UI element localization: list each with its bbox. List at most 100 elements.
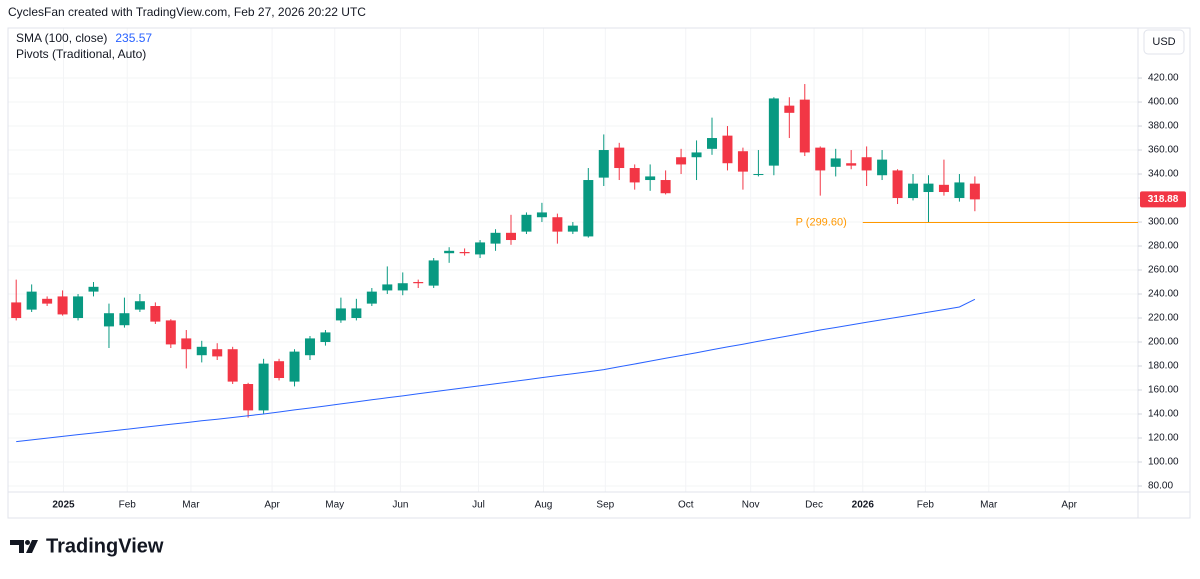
- x-tick-label: Aug: [535, 500, 553, 511]
- y-tick-label: 140.00: [1148, 409, 1179, 420]
- candle-body: [660, 180, 671, 194]
- pivot-label: P (299.60): [796, 216, 847, 228]
- candle-body: [73, 296, 84, 319]
- logo: TradingView: [10, 535, 164, 557]
- x-tick-label: Feb: [917, 500, 935, 511]
- candle-body: [598, 150, 609, 178]
- candle-body: [57, 296, 68, 315]
- sma-value: 235.57: [115, 31, 152, 45]
- y-tick-label: 380.00: [1148, 121, 1179, 132]
- candle-body: [212, 349, 223, 357]
- candle-body: [227, 349, 238, 382]
- pivots-legend: Pivots (Traditional, Auto): [16, 47, 146, 61]
- candle-body: [397, 283, 408, 291]
- candle-body: [969, 183, 980, 200]
- candle-body: [88, 286, 99, 292]
- candle-body: [552, 217, 563, 232]
- candle-body: [382, 284, 393, 291]
- candle-body: [459, 252, 470, 254]
- y-tick-label: 240.00: [1148, 289, 1179, 300]
- x-tick-label: Jun: [392, 500, 408, 511]
- x-tick-label: Mar: [182, 500, 200, 511]
- candle-body: [181, 338, 192, 350]
- candle-body: [150, 306, 161, 322]
- pane-border: [7, 27, 1191, 519]
- candle-body: [428, 260, 439, 286]
- candle-body: [676, 157, 687, 165]
- candle-body: [938, 184, 949, 193]
- candle-body: [629, 168, 640, 183]
- candle-body: [103, 313, 114, 327]
- y-tick-label: 300.00: [1148, 217, 1179, 228]
- candle-body: [846, 163, 857, 166]
- candle-body: [165, 320, 176, 345]
- y-tick-label: 220.00: [1148, 313, 1179, 324]
- sma-legend: SMA (100, close): [16, 31, 107, 45]
- x-tick-label: Sep: [596, 500, 614, 511]
- y-tick-label: 340.00: [1148, 169, 1179, 180]
- y-tick-label: 420.00: [1148, 73, 1179, 84]
- x-tick-label: Oct: [678, 500, 694, 511]
- candle-body: [243, 384, 254, 411]
- last-price-badge: [1140, 191, 1186, 208]
- candle-body: [722, 135, 733, 164]
- candle-body: [567, 225, 578, 232]
- candle-body: [196, 346, 207, 356]
- header-title: CyclesFan created with TradingView.com, …: [8, 5, 366, 19]
- candle-body: [737, 151, 748, 172]
- y-tick-label: 280.00: [1148, 241, 1179, 252]
- brand: TradingView: [46, 535, 164, 557]
- candle-body: [830, 158, 841, 167]
- logo-mark: [10, 540, 38, 553]
- candle-body: [954, 182, 965, 199]
- candle-body: [768, 98, 779, 166]
- candle-body: [877, 159, 888, 176]
- x-tick-label: 2025: [52, 500, 75, 511]
- candle-body: [258, 363, 269, 411]
- candle-body: [614, 147, 625, 169]
- candle-body: [707, 138, 718, 149]
- candle-body: [521, 214, 532, 232]
- candle-body: [134, 301, 145, 310]
- candle-body: [351, 308, 362, 319]
- y-tick-label: 400.00: [1148, 97, 1179, 108]
- y-tick-label: 120.00: [1148, 433, 1179, 444]
- candle-body: [289, 351, 300, 382]
- candle-body: [26, 291, 37, 310]
- x-tick-label: Mar: [980, 500, 998, 511]
- candle-body: [908, 183, 919, 199]
- y-tick-label: 200.00: [1148, 337, 1179, 348]
- candle-body: [861, 157, 872, 171]
- candle-body: [815, 147, 826, 171]
- y-tick-label: 100.00: [1148, 457, 1179, 468]
- x-tick-label: Apr: [264, 500, 280, 511]
- candle-body: [119, 313, 130, 326]
- x-tick-label: 2026: [852, 500, 875, 511]
- candle-body: [413, 282, 424, 284]
- candle-body: [475, 242, 486, 255]
- candle-body: [444, 250, 455, 254]
- candle-body: [645, 176, 656, 181]
- candle-body: [320, 332, 331, 343]
- candle-body: [923, 183, 934, 193]
- currency[interactable]: USD: [1152, 36, 1175, 48]
- y-tick-label: 260.00: [1148, 265, 1179, 276]
- candle-body: [274, 361, 285, 379]
- x-tick-label: Apr: [1061, 500, 1077, 511]
- y-tick-label: 360.00: [1148, 145, 1179, 156]
- candle-body: [505, 232, 516, 241]
- candle-body: [42, 298, 53, 304]
- x-tick-label: Dec: [805, 500, 823, 511]
- candle-body: [753, 174, 764, 176]
- candle-body: [691, 152, 702, 158]
- currency-button[interactable]: [1143, 29, 1185, 55]
- last-price-label: 318.88: [1148, 194, 1179, 205]
- y-tick-label: 80.00: [1148, 481, 1173, 492]
- logo-dot: [25, 540, 30, 545]
- x-tick-label: Jul: [472, 500, 485, 511]
- y-tick-label: 180.00: [1148, 361, 1179, 372]
- candle-body: [799, 99, 810, 153]
- candle-body: [583, 180, 594, 237]
- sma-line: [16, 298, 976, 443]
